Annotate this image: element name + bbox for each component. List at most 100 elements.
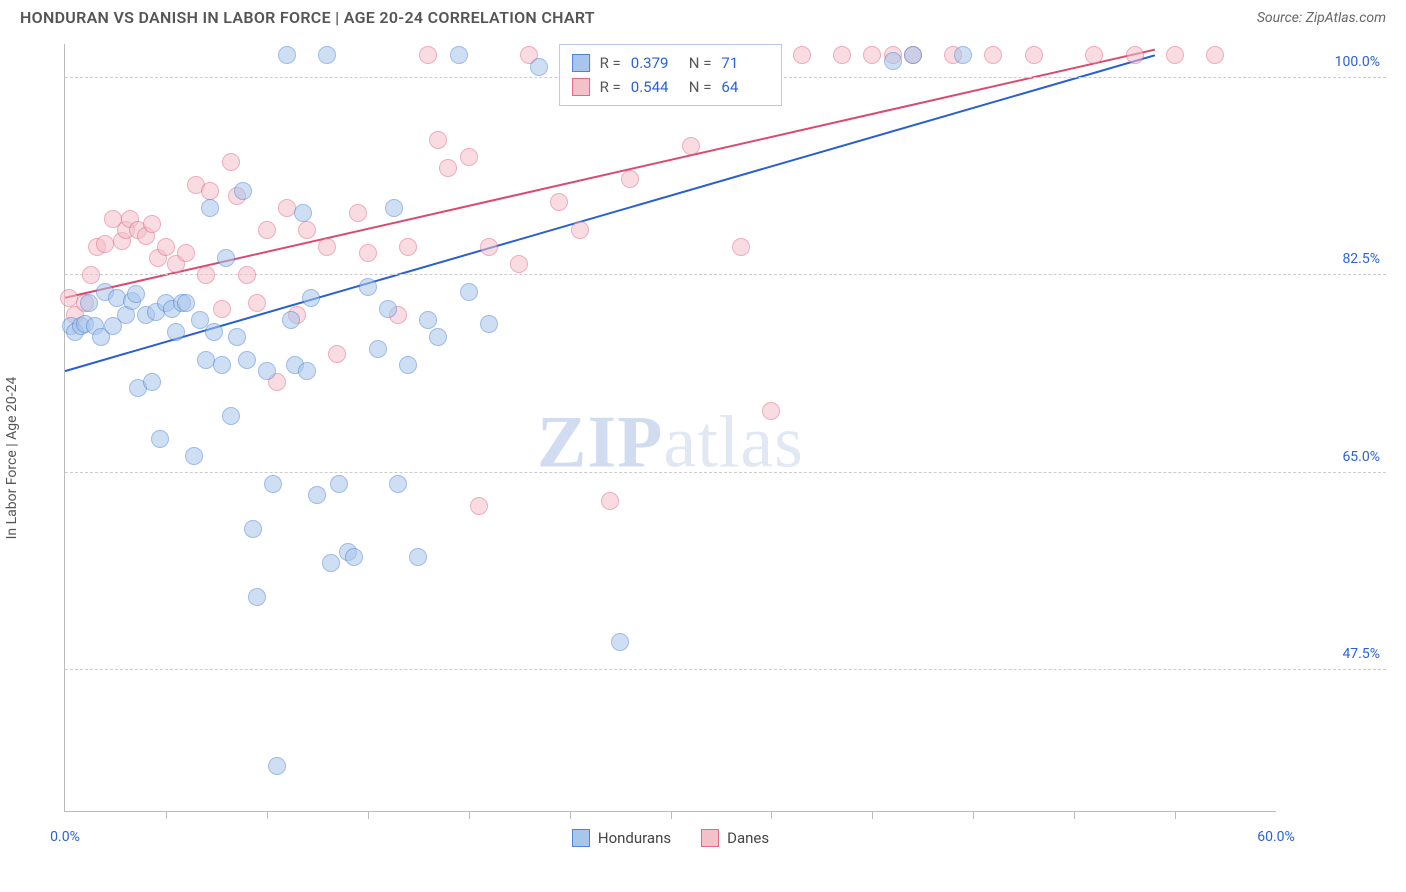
x-tick [1175,811,1176,819]
data-point [96,235,114,253]
legend: Hondurans Danes [65,829,1276,847]
data-point [238,266,256,284]
r-value: 0.379 [631,51,679,75]
data-point [762,402,780,420]
data-point [268,757,286,775]
data-point [151,430,169,448]
data-point [201,182,219,200]
data-point [460,148,478,166]
data-point [248,294,266,312]
x-tick [872,811,873,819]
data-point [389,475,407,493]
data-point [863,46,881,64]
data-point [328,345,346,363]
data-point [1166,46,1184,64]
correlation-row: R =0.379N =71 [572,51,770,75]
legend-swatch [701,829,719,847]
data-point [217,249,235,267]
data-point [298,362,316,380]
data-point [419,311,437,329]
data-point [550,193,568,211]
data-point [80,294,98,312]
data-point [369,340,387,358]
r-value: 0.544 [631,75,679,99]
gridline [65,274,1386,275]
correlation-box: R =0.379N =71R =0.544N =64 [559,44,783,106]
y-tick-label: 82.5% [1342,251,1380,267]
plot-area: ZIPatlas R =0.379N =71R =0.544N =64 Hond… [64,44,1276,812]
correlation-row: R =0.544N =64 [572,75,770,99]
data-point [470,497,488,515]
data-point [399,238,417,256]
data-point [258,221,276,239]
data-point [409,548,427,566]
data-point [244,520,262,538]
data-point [571,221,589,239]
data-point [127,285,145,303]
data-point [439,159,457,177]
data-point [1025,46,1043,64]
gridline [65,472,1386,473]
data-point [429,328,447,346]
data-point [732,238,750,256]
data-point [399,356,417,374]
n-label: N = [689,51,712,75]
data-point [379,300,397,318]
legend-item: Danes [701,829,769,847]
data-point [213,356,231,374]
data-point [884,52,902,70]
data-point [143,215,161,233]
data-point [177,294,195,312]
data-point [601,492,619,510]
x-tick-label: 0.0% [50,829,80,845]
legend-label: Hondurans [598,829,671,847]
x-tick [771,811,772,819]
data-point [167,323,185,341]
data-point [793,46,811,64]
x-tick [166,811,167,819]
header: HONDURAN VS DANISH IN LABOR FORCE | AGE … [0,0,1406,33]
x-tick [570,811,571,819]
data-point [833,46,851,64]
data-point [264,475,282,493]
legend-item: Hondurans [572,829,671,847]
data-point [611,633,629,651]
data-point [359,278,377,296]
data-point [322,554,340,572]
data-point [530,58,548,76]
x-tick [368,811,369,819]
data-point [248,588,266,606]
n-label: N = [689,75,712,99]
data-point [1206,46,1224,64]
data-point [682,137,700,155]
y-axis-label: In Labor Force | Age 20-24 [4,377,20,540]
data-point [429,131,447,149]
gridline [65,669,1386,670]
data-point [228,328,246,346]
legend-label: Danes [727,829,769,847]
y-tick-label: 47.5% [1342,646,1380,662]
x-tick [671,811,672,819]
data-point [385,199,403,217]
data-point [984,46,1002,64]
data-point [345,548,363,566]
y-tick-label: 65.0% [1342,449,1380,465]
chart-container: In Labor Force | Age 20-24 ZIPatlas R =0… [20,44,1386,872]
x-tick-label: 60.0% [1257,829,1295,845]
data-point [82,266,100,284]
data-point [349,204,367,222]
data-point [213,300,231,318]
data-point [143,373,161,391]
data-point [222,407,240,425]
series-swatch [572,78,590,96]
data-point [318,46,336,64]
data-point [359,244,377,262]
data-point [1126,46,1144,64]
data-point [1085,46,1103,64]
data-point [197,266,215,284]
data-point [282,311,300,329]
data-point [419,46,437,64]
chart-title: HONDURAN VS DANISH IN LABOR FORCE | AGE … [20,8,595,27]
legend-swatch [572,829,590,847]
data-point [222,153,240,171]
